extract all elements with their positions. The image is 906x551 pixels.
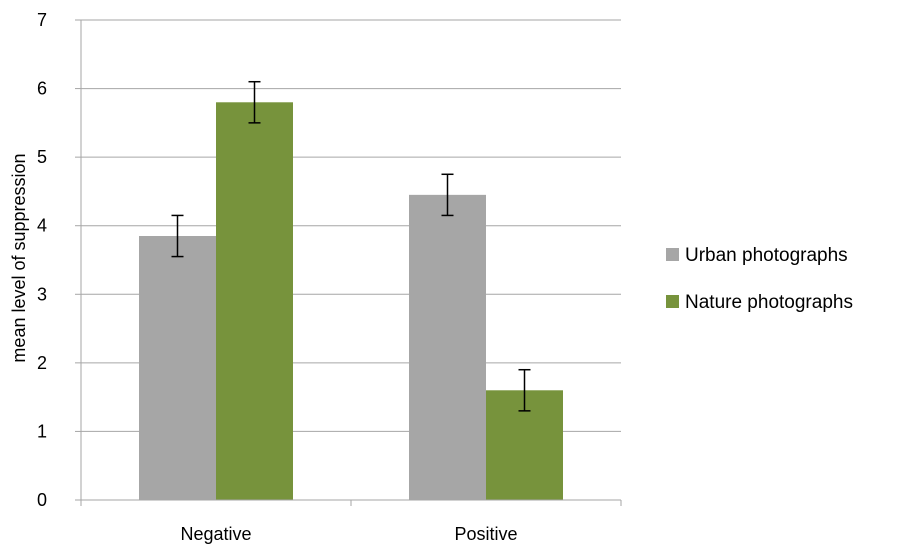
y-tick-label: 1 — [37, 421, 47, 441]
x-category-labels: Negative Positive — [180, 524, 517, 544]
legend-item: Urban photographs — [666, 245, 848, 266]
y-axis-title: mean level of suppression — [9, 153, 29, 362]
legend: Urban photographs Nature photographs — [666, 245, 853, 313]
y-tick-label: 7 — [37, 10, 47, 30]
legend-label: Urban photographs — [685, 245, 848, 266]
bars — [139, 102, 563, 501]
y-tick-label: 5 — [37, 147, 47, 167]
axes — [80, 20, 622, 506]
y-tick-label: 2 — [37, 353, 47, 373]
y-tick-label: 4 — [37, 216, 47, 236]
y-tick-labels: 0 1 2 3 4 5 6 7 — [37, 10, 47, 510]
error-bar — [441, 173, 454, 217]
error-bar — [171, 214, 184, 258]
legend-item: Nature photographs — [666, 292, 853, 313]
error-bars — [171, 80, 531, 412]
bar-negative-nature — [216, 102, 293, 501]
y-tick-label: 6 — [37, 79, 47, 99]
x-category-label: Positive — [454, 524, 517, 544]
legend-swatch — [666, 295, 679, 308]
error-bar — [248, 80, 261, 124]
y-tick-label: 0 — [37, 490, 47, 510]
legend-label: Nature photographs — [685, 292, 853, 313]
legend-swatch — [666, 248, 679, 261]
y-tick-label: 3 — [37, 284, 47, 304]
bar-negative-urban — [139, 236, 216, 500]
x-category-label: Negative — [180, 524, 251, 544]
bar-positive-urban — [409, 194, 486, 500]
error-bar — [518, 368, 531, 412]
